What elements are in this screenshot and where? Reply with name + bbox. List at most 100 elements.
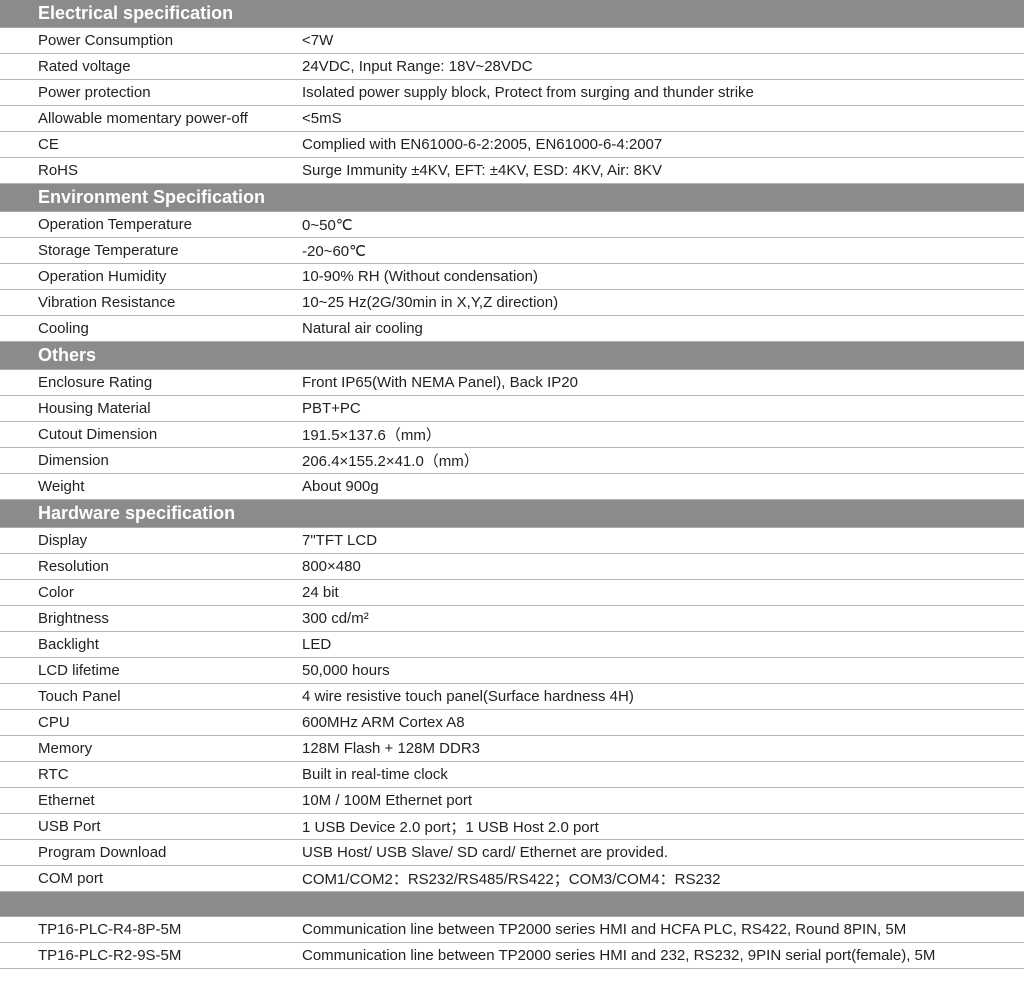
spec-row: Resolution800×480 — [0, 554, 1024, 580]
spec-value: 4 wire resistive touch panel(Surface har… — [302, 686, 1024, 707]
spec-label: Dimension — [0, 450, 302, 471]
spec-label: CE — [0, 134, 302, 155]
spec-label: USB Port — [0, 816, 302, 837]
spec-row: Brightness300 cd/m² — [0, 606, 1024, 632]
spec-value: 1 USB Device 2.0 port；1 USB Host 2.0 por… — [302, 814, 1024, 839]
spec-row: CoolingNatural air cooling — [0, 316, 1024, 342]
spec-row: Operation Temperature0~50℃ — [0, 212, 1024, 238]
spec-label: LCD lifetime — [0, 660, 302, 681]
spec-label: Enclosure Rating — [0, 372, 302, 393]
spec-value: 24VDC, Input Range: 18V~28VDC — [302, 56, 1024, 77]
spec-row: Display7"TFT LCD — [0, 528, 1024, 554]
spec-label: COM port — [0, 868, 302, 889]
spec-value: Isolated power supply block, Protect fro… — [302, 82, 1024, 103]
spec-label: Power protection — [0, 82, 302, 103]
spec-value: 300 cd/m² — [302, 608, 1024, 629]
spec-label: CPU — [0, 712, 302, 733]
spec-row: BacklightLED — [0, 632, 1024, 658]
spec-label: Display — [0, 530, 302, 551]
spec-label: Storage Temperature — [0, 240, 302, 261]
spec-value: Natural air cooling — [302, 318, 1024, 339]
spec-row: Enclosure RatingFront IP65(With NEMA Pan… — [0, 370, 1024, 396]
spec-row: RoHSSurge Immunity ±4KV, EFT: ±4KV, ESD:… — [0, 158, 1024, 184]
spec-value: Complied with EN61000-6-2:2005, EN61000-… — [302, 134, 1024, 155]
spec-value: Communication line between TP2000 series… — [302, 945, 1024, 966]
spec-label: Program Download — [0, 842, 302, 863]
spec-row: Color24 bit — [0, 580, 1024, 606]
spec-row: Cutout Dimension191.5×137.6（mm） — [0, 422, 1024, 448]
spec-value: <5mS — [302, 108, 1024, 129]
spec-label: Vibration Resistance — [0, 292, 302, 313]
spec-value: 206.4×155.2×41.0（mm） — [302, 448, 1024, 473]
spec-row: LCD lifetime50,000 hours — [0, 658, 1024, 684]
spec-row: Program DownloadUSB Host/ USB Slave/ SD … — [0, 840, 1024, 866]
spec-row: Storage Temperature-20~60℃ — [0, 238, 1024, 264]
spec-value: COM1/COM2：RS232/RS485/RS422；COM3/COM4：RS… — [302, 866, 1024, 891]
section-header: Hardware specification — [0, 500, 1024, 528]
spec-row: CEComplied with EN61000-6-2:2005, EN6100… — [0, 132, 1024, 158]
spec-value: 10M / 100M Ethernet port — [302, 790, 1024, 811]
spec-row: Operation Humidity10-90% RH (Without con… — [0, 264, 1024, 290]
spec-row: TP16-PLC-R4-8P-5MCommunication line betw… — [0, 917, 1024, 943]
spec-row: COM portCOM1/COM2：RS232/RS485/RS422；COM3… — [0, 866, 1024, 892]
spec-label: Backlight — [0, 634, 302, 655]
spec-label: TP16-PLC-R4-8P-5M — [0, 919, 302, 940]
spec-value: 800×480 — [302, 556, 1024, 577]
spec-value: -20~60℃ — [302, 240, 1024, 262]
spec-value: Communication line between TP2000 series… — [302, 919, 1024, 940]
spec-label: Cutout Dimension — [0, 424, 302, 445]
spec-row: Allowable momentary power-off<5mS — [0, 106, 1024, 132]
spec-label: Resolution — [0, 556, 302, 577]
spec-value: 10~25 Hz(2G/30min in X,Y,Z direction) — [302, 292, 1024, 313]
spec-value: Surge Immunity ±4KV, EFT: ±4KV, ESD: 4KV… — [302, 160, 1024, 181]
spec-label: Brightness — [0, 608, 302, 629]
spec-label: Touch Panel — [0, 686, 302, 707]
section-header: Others — [0, 342, 1024, 370]
spec-row: Ethernet10M / 100M Ethernet port — [0, 788, 1024, 814]
spec-label: Operation Humidity — [0, 266, 302, 287]
spec-value: PBT+PC — [302, 398, 1024, 419]
spec-label: Allowable momentary power-off — [0, 108, 302, 129]
spec-row: TP16-PLC-R2-9S-5MCommunication line betw… — [0, 943, 1024, 969]
spec-value: 0~50℃ — [302, 214, 1024, 236]
section-header: Electrical specification — [0, 0, 1024, 28]
spec-value: 191.5×137.6（mm） — [302, 422, 1024, 447]
spec-row: Rated voltage24VDC, Input Range: 18V~28V… — [0, 54, 1024, 80]
spec-row: Housing MaterialPBT+PC — [0, 396, 1024, 422]
spec-row: RTCBuilt in real-time clock — [0, 762, 1024, 788]
section-header: Environment Specification — [0, 184, 1024, 212]
section-header — [0, 892, 1024, 917]
spec-label: TP16-PLC-R2-9S-5M — [0, 945, 302, 966]
spec-row: Power Consumption<7W — [0, 28, 1024, 54]
spec-value: 10-90% RH (Without condensation) — [302, 266, 1024, 287]
spec-value: 7"TFT LCD — [302, 530, 1024, 551]
spec-row: CPU600MHz ARM Cortex A8 — [0, 710, 1024, 736]
spec-label: Housing Material — [0, 398, 302, 419]
spec-row: Memory128M Flash + 128M DDR3 — [0, 736, 1024, 762]
spec-value: 600MHz ARM Cortex A8 — [302, 712, 1024, 733]
spec-label: Cooling — [0, 318, 302, 339]
spec-value: LED — [302, 634, 1024, 655]
spec-label: Ethernet — [0, 790, 302, 811]
spec-label: Operation Temperature — [0, 214, 302, 235]
spec-value: 128M Flash + 128M DDR3 — [302, 738, 1024, 759]
spec-label: Color — [0, 582, 302, 603]
spec-row: WeightAbout 900g — [0, 474, 1024, 500]
spec-label: Memory — [0, 738, 302, 759]
spec-value: 50,000 hours — [302, 660, 1024, 681]
specification-table: Electrical specificationPower Consumptio… — [0, 0, 1024, 969]
spec-label: Rated voltage — [0, 56, 302, 77]
spec-value: Built in real-time clock — [302, 764, 1024, 785]
spec-value: USB Host/ USB Slave/ SD card/ Ethernet a… — [302, 842, 1024, 863]
spec-label: Weight — [0, 476, 302, 497]
spec-value: About 900g — [302, 476, 1024, 497]
spec-label: Power Consumption — [0, 30, 302, 51]
spec-label: RTC — [0, 764, 302, 785]
spec-row: Touch Panel4 wire resistive touch panel(… — [0, 684, 1024, 710]
spec-value: 24 bit — [302, 582, 1024, 603]
spec-row: Power protectionIsolated power supply bl… — [0, 80, 1024, 106]
spec-label: RoHS — [0, 160, 302, 181]
spec-value: Front IP65(With NEMA Panel), Back IP20 — [302, 372, 1024, 393]
spec-row: Dimension206.4×155.2×41.0（mm） — [0, 448, 1024, 474]
spec-value: <7W — [302, 30, 1024, 51]
